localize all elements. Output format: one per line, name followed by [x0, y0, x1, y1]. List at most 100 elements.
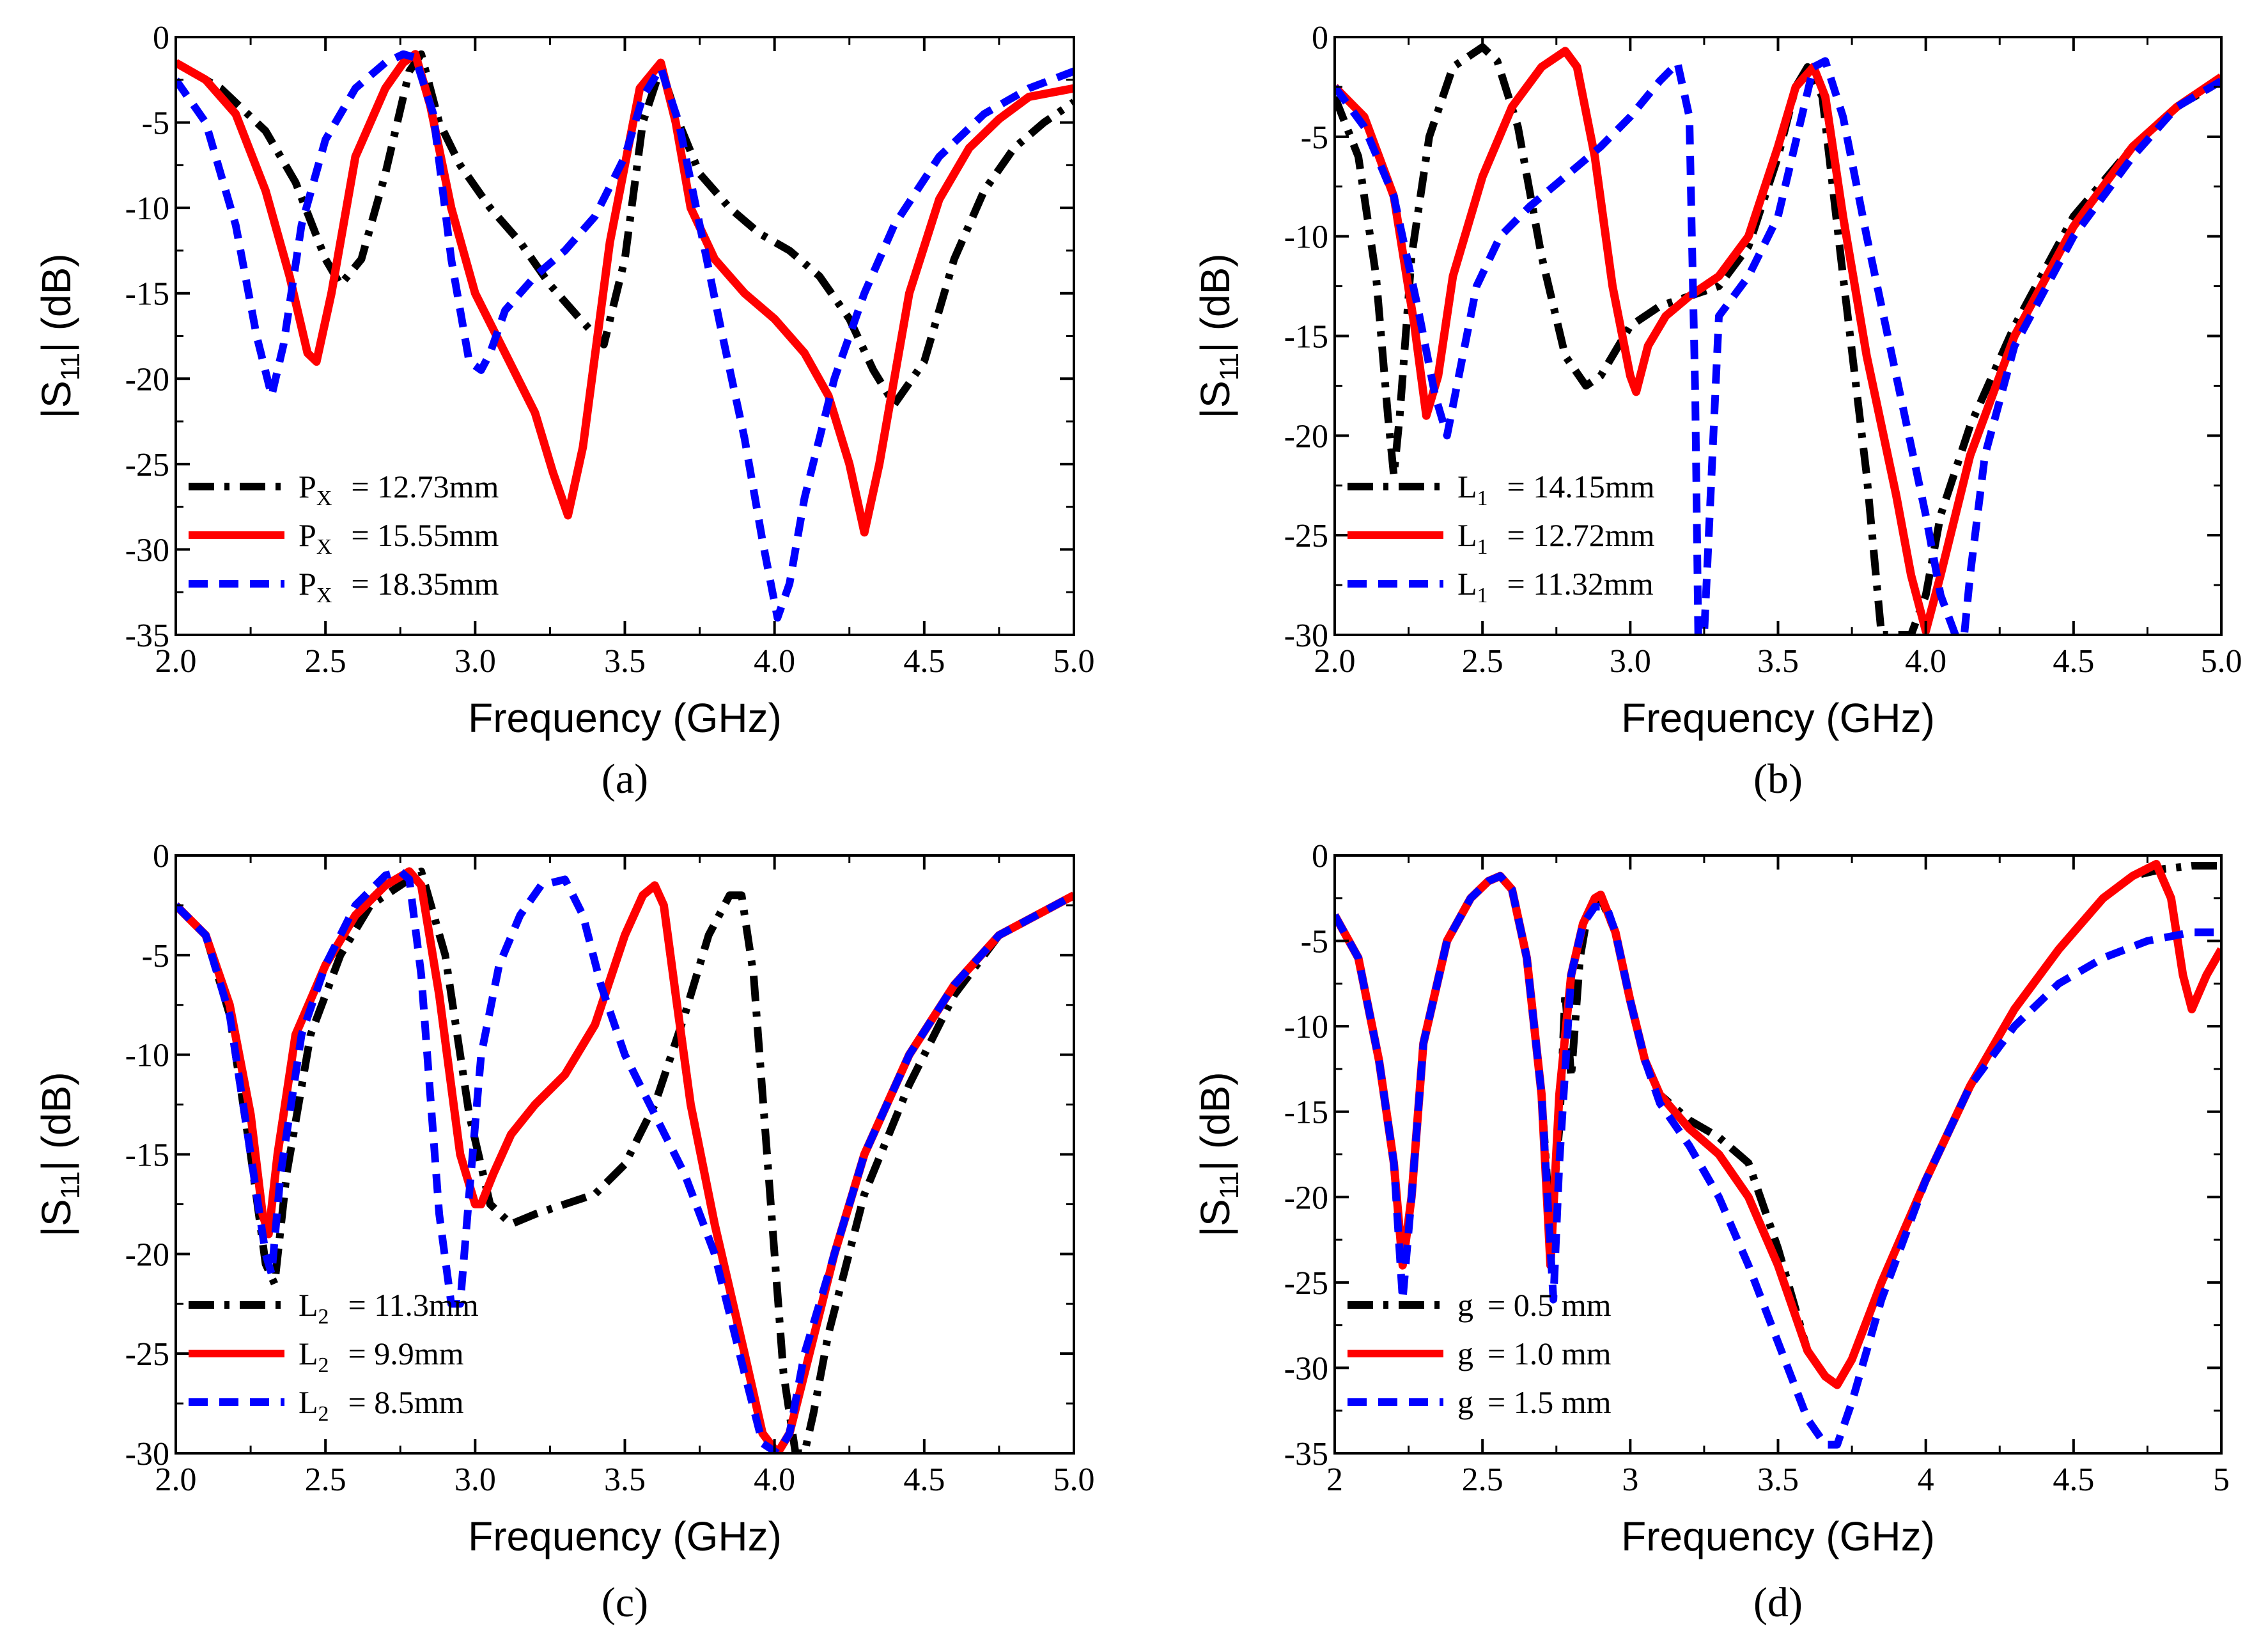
- panel-caption: (b): [1753, 756, 1803, 802]
- legend-entry-1: L2 = 11.3mm: [299, 1287, 479, 1329]
- x-tick-label: 2.5: [305, 1462, 346, 1498]
- x-tick-label: 4.5: [903, 1462, 945, 1498]
- x-axis-title: Frequency (GHz): [468, 1513, 782, 1559]
- x-axis-title: Frequency (GHz): [468, 695, 782, 741]
- legend-entry-3: PX = 18.35mm: [299, 566, 499, 607]
- y-tick-label: -30: [1284, 1350, 1328, 1387]
- y-tick-label: -5: [1301, 924, 1328, 960]
- panel-a: 2.0 2.5 3.0 3.5 4.0 4.5 5.0 0 -5 -10 -15 -20 -25 -30 -…: [33, 20, 1095, 802]
- y-tick-label: -15: [125, 1137, 169, 1174]
- y-tick-label: -25: [125, 1336, 169, 1373]
- x-tick-label: 2.0: [155, 643, 197, 680]
- y-tick-label: -10: [1284, 1009, 1328, 1045]
- x-tick-label: 4.0: [754, 1462, 795, 1498]
- x-axis-title: Frequency (GHz): [1621, 695, 1935, 741]
- series-line-3: [176, 867, 1074, 1453]
- x-tick-label: 4.5: [2053, 1462, 2094, 1498]
- series-line-2: [176, 50, 1074, 537]
- y-tick-label: -15: [125, 276, 169, 313]
- y-axis-title: |S11| (dB): [1192, 253, 1244, 418]
- legend-entry-3: L1 = 11.32mm: [1457, 566, 1654, 607]
- series-line-3: [1335, 57, 2221, 635]
- x-tick-label: 3.0: [454, 643, 496, 680]
- y-tick-label: -30: [125, 1436, 169, 1472]
- x-axis-title: Frequency (GHz): [1621, 1513, 1935, 1559]
- panel-b: 2.0 2.5 3.0 3.5 4.0 4.5 5.0 0 -5 -10 -15 -20 -25 -30 F…: [1192, 20, 2242, 802]
- y-tick-label: 0: [1312, 838, 1328, 875]
- legend: L1 = 14.15mm L1 = 12.72mm L1 = 11.32mm: [1348, 469, 1655, 607]
- x-tick-label: 2.5: [305, 643, 346, 680]
- y-tick-label: -25: [125, 447, 169, 483]
- plot-area: [1335, 43, 2221, 635]
- series-line-3: [1335, 872, 2221, 1449]
- series-line-3: [176, 50, 1074, 622]
- x-tick-label: 3.0: [454, 1462, 496, 1498]
- y-tick-label: -30: [1284, 618, 1328, 654]
- legend: g = 0.5 mm g = 1.0 mm g = 1.5 mm: [1348, 1287, 1612, 1420]
- panel-c: 2.0 2.5 3.0 3.5 4.0 4.5 5.0 0 -5 -10 -15 -20 -25 -30 F…: [33, 838, 1095, 1626]
- x-tick-label: 4.5: [903, 643, 945, 680]
- x-tick-label: 5.0: [2201, 643, 2242, 680]
- y-tick-label: -20: [1284, 1180, 1328, 1216]
- y-tick-label: 0: [153, 838, 169, 875]
- legend-entry-2: g = 1.0 mm: [1457, 1336, 1612, 1371]
- legend-entry-2: PX = 15.55mm: [299, 517, 499, 559]
- panel-caption: (a): [602, 756, 648, 802]
- legend: PX = 12.73mm PX = 15.55mm PX = 18.35mm: [189, 469, 499, 607]
- series-line-1: [176, 867, 1074, 1453]
- x-tick-label: 3.5: [1757, 1462, 1799, 1498]
- panel-caption: (d): [1753, 1579, 1803, 1626]
- series-line-1: [176, 50, 1074, 409]
- y-tick-label: -20: [125, 361, 169, 398]
- plot-area: [176, 50, 1074, 622]
- y-tick-label: -20: [1284, 418, 1328, 455]
- x-tick-label: 3.5: [1757, 643, 1799, 680]
- y-axis-title: |S11| (dB): [1192, 1072, 1244, 1237]
- x-tick-label: 2.0: [155, 1462, 197, 1498]
- legend-entry-1: g = 0.5 mm: [1457, 1287, 1612, 1323]
- y-tick-label: -30: [125, 532, 169, 568]
- y-tick-label: -25: [1284, 518, 1328, 554]
- legend-entry-3: L2 = 8.5mm: [299, 1384, 464, 1426]
- x-tick-label: 2.5: [1462, 643, 1503, 680]
- y-tick-label: -5: [1301, 120, 1328, 156]
- legend-entry-2: L1 = 12.72mm: [1457, 517, 1655, 559]
- y-tick-label: -5: [142, 105, 169, 142]
- y-tick-label: 0: [153, 20, 169, 56]
- y-tick-label: -10: [1284, 219, 1328, 256]
- x-tick-label: 5.0: [1053, 643, 1095, 680]
- x-tick-label: 3.5: [604, 643, 646, 680]
- x-tick-label: 2.0: [1314, 643, 1356, 680]
- x-tick-label: 3.5: [604, 1462, 646, 1498]
- x-tick-label: 5: [2213, 1462, 2230, 1498]
- panel-caption: (c): [602, 1579, 648, 1626]
- y-tick-label: -25: [1284, 1265, 1328, 1302]
- legend-entry-1: PX = 12.73mm: [299, 469, 499, 510]
- y-tick-label: -15: [1284, 1095, 1328, 1131]
- plot-area: [1335, 859, 2221, 1449]
- legend: L2 = 11.3mm L2 = 9.9mm L2 = 8.5mm: [189, 1287, 479, 1426]
- x-tick-label: 4.0: [1905, 643, 1946, 680]
- y-axis-title: |S11| (dB): [33, 1072, 85, 1237]
- x-tick-label: 2: [1326, 1462, 1343, 1498]
- x-tick-label: 3: [1622, 1462, 1638, 1498]
- legend-entry-3: g = 1.5 mm: [1457, 1384, 1612, 1420]
- y-tick-label: -5: [142, 938, 169, 974]
- y-tick-label: 0: [1312, 20, 1328, 56]
- x-tick-label: 4: [1918, 1462, 1934, 1498]
- legend-entry-2: L2 = 9.9mm: [299, 1336, 464, 1377]
- x-tick-label: 2.5: [1462, 1462, 1503, 1498]
- plot-area: [176, 867, 1074, 1453]
- x-tick-label: 4.5: [2053, 643, 2094, 680]
- y-tick-label: -10: [125, 1038, 169, 1074]
- y-tick-label: -35: [1284, 1436, 1328, 1472]
- x-tick-label: 3.0: [1610, 643, 1651, 680]
- x-tick-label: 5.0: [1053, 1462, 1095, 1498]
- y-axis-title: |S11| (dB): [33, 253, 85, 418]
- panel-d: 2 2.5 3 3.5 4 4.5 5 0 -5 -10 -15 -20 -25 -30 -35 Freque…: [1192, 838, 2230, 1626]
- y-tick-label: -35: [125, 618, 169, 654]
- legend-entry-1: L1 = 14.15mm: [1457, 469, 1655, 510]
- y-tick-label: -10: [125, 191, 169, 227]
- y-tick-label: -20: [125, 1237, 169, 1273]
